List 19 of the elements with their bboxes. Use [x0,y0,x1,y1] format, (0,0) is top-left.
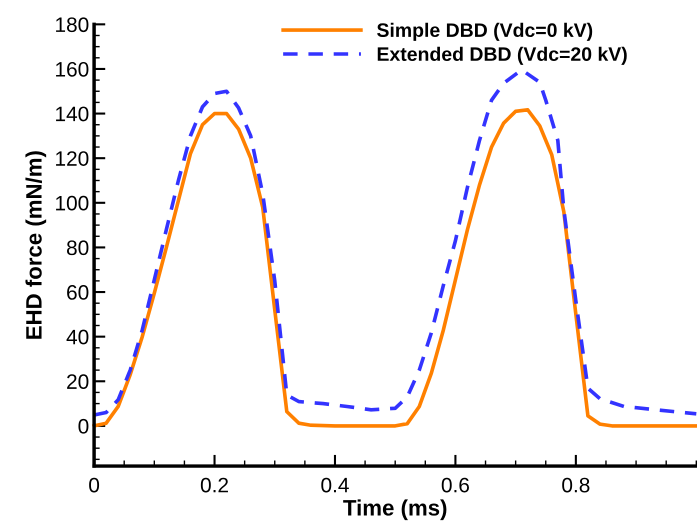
x-tick-label: 0.2 [200,478,228,492]
y-tick-label: 120 [56,151,88,166]
y-tick-label: 0 [78,418,88,434]
y-tick-label: 80 [66,240,88,256]
x-tick-label: 0 [89,478,100,492]
y-tick-label: 100 [56,196,88,211]
y-tick-label: 40 [66,330,88,344]
x-axis-title: Time (ms) [343,499,446,520]
x-tick-label: 0.8 [562,478,590,492]
y-axis-title: EHD force (mN/m) [25,151,46,339]
x-tick-label: 0.4 [321,478,349,492]
y-tick-label: 140 [56,106,88,122]
x-tick-label: 0.6 [442,478,469,492]
legend-label: Simple DBD (Vdc=0 kV) [377,22,592,41]
y-tick-label: 60 [67,285,88,300]
y-tick-label: 180 [56,17,88,32]
y-tick-label: 160 [56,62,88,77]
legend-label: Extended DBD (Vdc=20 kV) [378,46,627,65]
y-tick-label: 20 [67,374,88,390]
